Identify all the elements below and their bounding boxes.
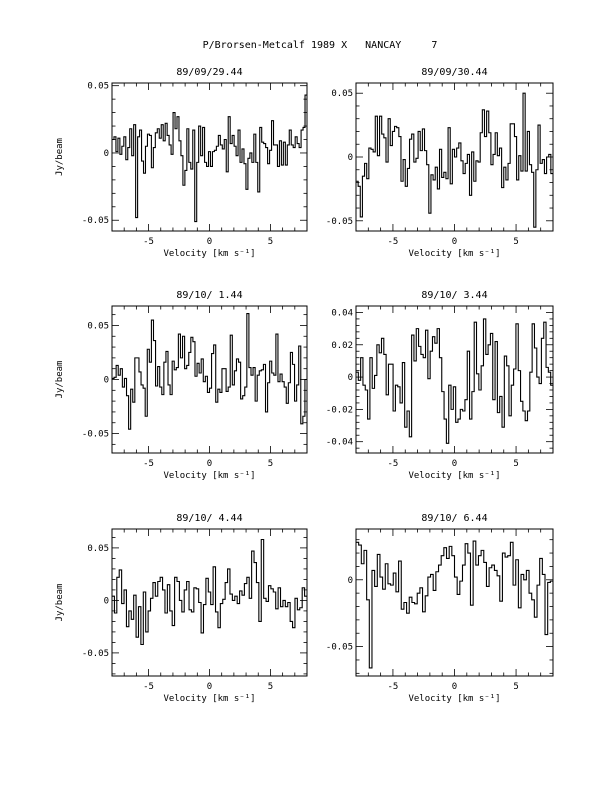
spectrum-line <box>356 540 553 669</box>
y-tick-label: -0.05 <box>82 649 109 659</box>
panel-title: 89/10/ 3.44 <box>421 290 487 301</box>
x-tick-label: -5 <box>143 237 154 247</box>
x-tick-label: -5 <box>143 459 154 469</box>
y-tick-label: 0.04 <box>331 308 353 318</box>
y-tick-label: -0.05 <box>82 216 109 226</box>
spectrum-panel-4: 89/10/ 3.44 -5 0 5 -0.04 -0.02 0 0.02 0.04 Veloci… <box>326 290 554 481</box>
x-tick-label: 5 <box>268 237 273 247</box>
y-tick-label: 0.05 <box>87 321 109 331</box>
x-axis-label: Velocity [km s⁻¹] <box>408 249 500 259</box>
y-tick-label: -0.05 <box>326 217 353 227</box>
x-axis-label: Velocity [km s⁻¹] <box>408 694 500 704</box>
spectrum-panel-3: 89/10/ 1.44 -5 0 5 -0.05 0 0.05 Velocity [km s⁻… <box>55 290 308 481</box>
x-tick-label: -5 <box>143 682 154 692</box>
x-axis-label: Velocity [km s⁻¹] <box>163 471 255 481</box>
panel-title: 89/10/ 6.44 <box>421 513 487 524</box>
panel-title: 89/09/29.44 <box>176 67 242 78</box>
y-tick-label: -0.05 <box>82 430 109 440</box>
page-title: P/Brorsen-Metcalf 1989 X NANCAY 7 <box>203 40 438 51</box>
x-axis-label: Velocity [km s⁻¹] <box>408 471 500 481</box>
plot-frame <box>355 305 554 454</box>
y-tick-label: 0 <box>348 576 353 586</box>
y-tick-label: 0 <box>104 149 109 159</box>
y-tick-label: 0.05 <box>331 89 353 99</box>
spectrum-line <box>112 313 307 430</box>
x-tick-label: 5 <box>268 682 273 692</box>
x-axis-label: Velocity [km s⁻¹] <box>163 694 255 704</box>
panel-title: 89/10/ 1.44 <box>176 290 242 301</box>
y-tick-label: 0 <box>348 373 353 383</box>
y-tick-label: -0.05 <box>326 643 353 653</box>
x-tick-label: 0 <box>207 459 212 469</box>
x-tick-label: 5 <box>513 237 518 247</box>
x-axis-label: Velocity [km s⁻¹] <box>163 249 255 259</box>
x-tick-label: -5 <box>388 237 399 247</box>
spectrum-panel-1: 89/09/29.44 -5 0 5 -0.05 0 0.05 Velocity [km s⁻… <box>55 67 308 259</box>
x-tick-label: -5 <box>388 459 399 469</box>
x-tick-label: -5 <box>388 682 399 692</box>
y-tick-label: -0.04 <box>326 438 353 448</box>
x-tick-label: 0 <box>452 237 457 247</box>
x-tick-label: 5 <box>513 682 518 692</box>
y-tick-label: 0 <box>348 153 353 163</box>
spectrum-panel-6: 89/10/ 6.44 -5 0 5 -0.05 0 Velocity [km s⁻¹] <box>326 513 554 704</box>
spectrum-line <box>112 538 307 646</box>
panels: 89/09/29.44 -5 0 5 -0.05 0 0.05 Velocity [km s⁻… <box>55 67 554 704</box>
x-tick-label: 0 <box>207 682 212 692</box>
spectrum-line <box>356 92 553 228</box>
y-tick-label: 0 <box>104 376 109 386</box>
spectrum-panel-2: 89/09/30.44 -5 0 5 -0.05 0 0.05 Velocity [km s⁻… <box>326 67 554 259</box>
plot-frame <box>355 528 554 677</box>
y-tick-label: -0.02 <box>326 405 353 415</box>
x-tick-label: 0 <box>207 237 212 247</box>
y-tick-label: 0.05 <box>87 544 109 554</box>
x-tick-label: 5 <box>268 459 273 469</box>
y-axis-label: Jy/beam <box>55 361 65 399</box>
y-tick-label: 0 <box>104 596 109 606</box>
y-tick-label: 0.05 <box>87 82 109 92</box>
spectrum-line <box>356 318 553 444</box>
x-tick-label: 0 <box>452 459 457 469</box>
spectrum-panel-5: 89/10/ 4.44 -5 0 5 -0.05 0 0.05 Velocity [km s⁻… <box>55 513 308 704</box>
y-axis-label: Jy/beam <box>55 584 65 622</box>
y-tick-label: 0.02 <box>331 341 353 351</box>
panel-title: 89/10/ 4.44 <box>176 513 242 524</box>
spectrum-line <box>112 94 307 223</box>
panel-title: 89/09/30.44 <box>421 67 487 78</box>
x-tick-label: 0 <box>452 682 457 692</box>
y-axis-label: Jy/beam <box>55 138 65 176</box>
x-tick-label: 5 <box>513 459 518 469</box>
